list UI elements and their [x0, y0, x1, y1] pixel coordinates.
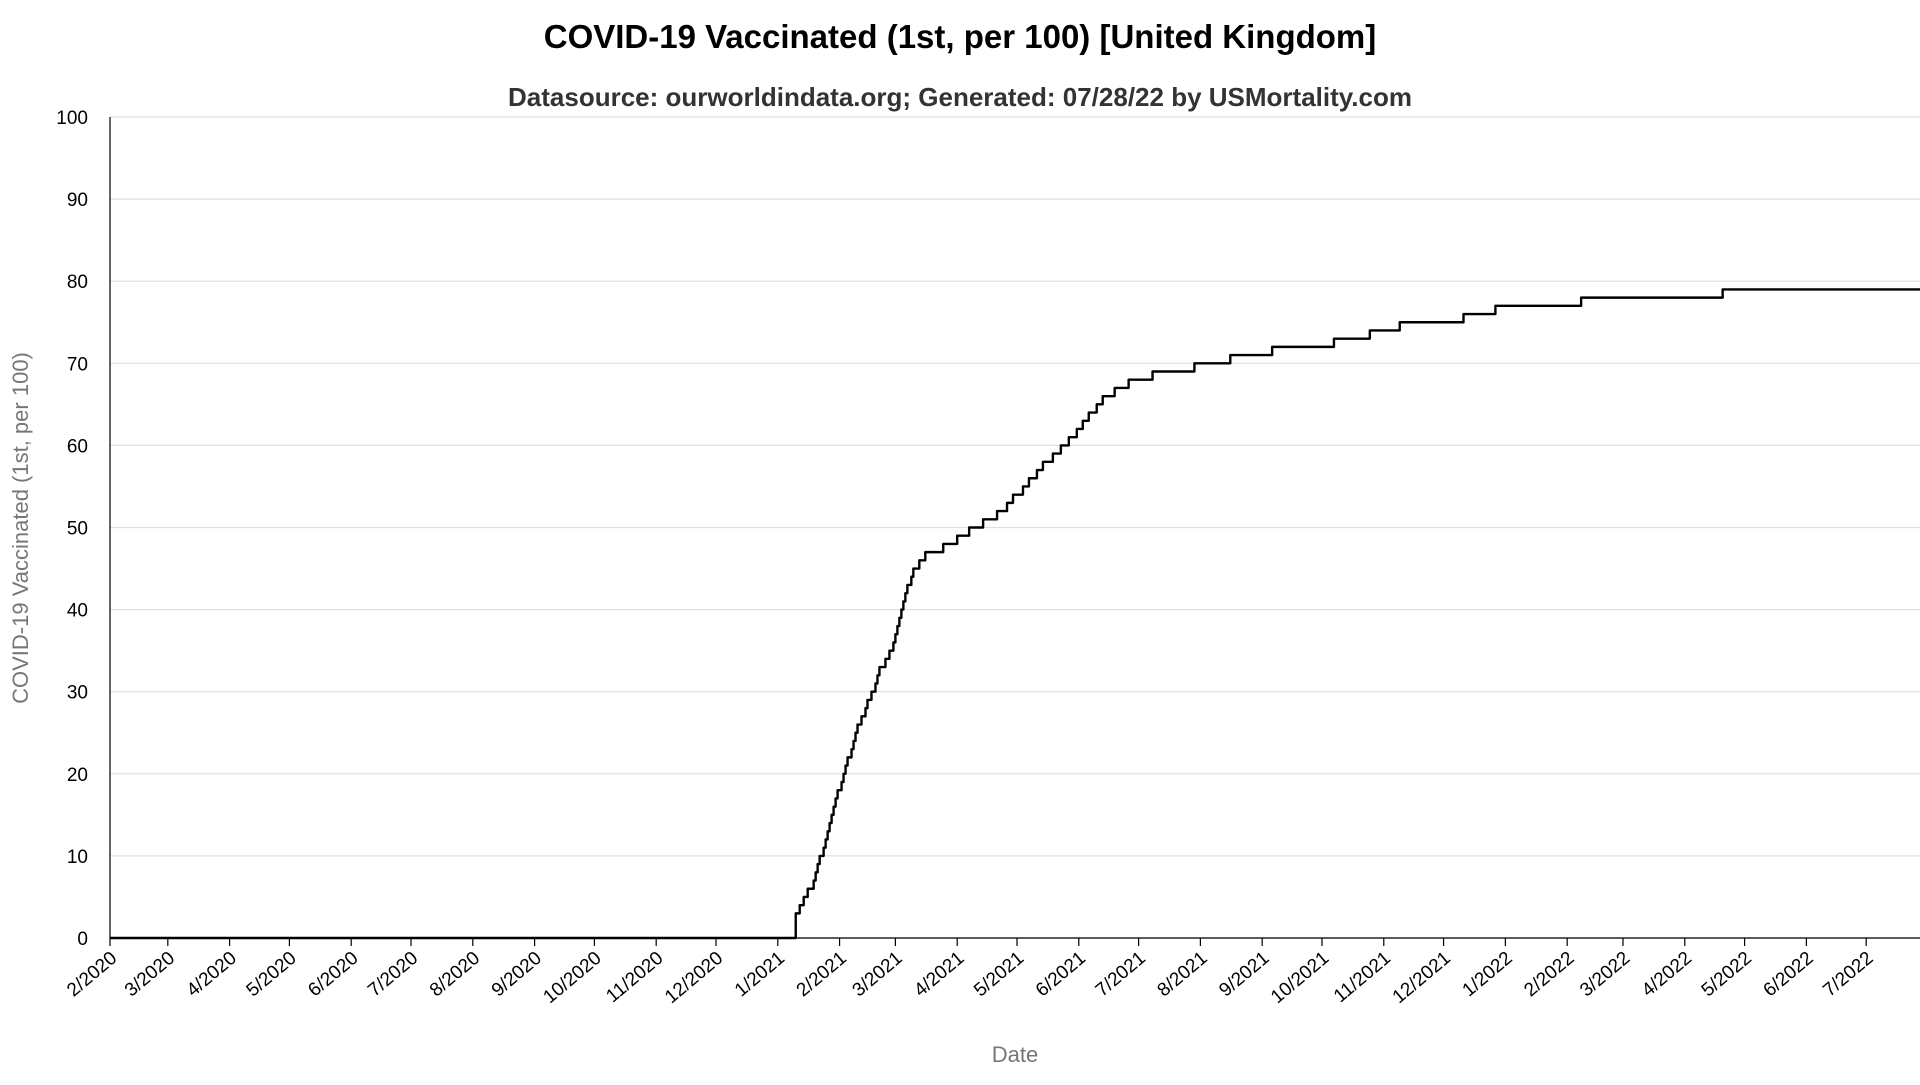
x-tick-label: 8/2021	[1154, 948, 1212, 1001]
y-tick-label: 50	[67, 519, 88, 540]
y-tick-label: 60	[67, 436, 88, 457]
x-tick-label: 9/2021	[1215, 948, 1273, 1001]
x-axis-label: Date	[992, 1042, 1038, 1067]
x-tick-label: 1/2022	[1459, 948, 1517, 1001]
y-tick-label: 100	[56, 108, 88, 129]
x-tick-label: 7/2022	[1819, 948, 1877, 1001]
x-tick-label: 4/2022	[1638, 948, 1696, 1001]
x-axis: 2/2020 3/2020 4/2020 5/2020 6/2020 7/2020 8/20…	[63, 937, 1920, 1008]
x-tick-label: 2/2021	[793, 948, 851, 1001]
x-tick-label: 5/2021	[970, 948, 1028, 1001]
y-tick-label: 0	[77, 929, 88, 950]
x-tick-label: 7/2021	[1092, 948, 1150, 1001]
y-tick-label: 70	[67, 354, 88, 375]
x-tick-label: 2/2022	[1520, 948, 1578, 1001]
x-tick-label: 4/2020	[183, 948, 241, 1001]
x-tick-label: 1/2021	[731, 948, 789, 1001]
chart-subtitle: Datasource: ourworldindata.org; Generate…	[508, 82, 1412, 112]
y-axis-label: COVID-19 Vaccinated (1st, per 100)	[8, 352, 33, 704]
y-tick-label: 30	[67, 683, 88, 704]
x-tick-label: 3/2021	[849, 948, 907, 1001]
y-tick-label: 80	[67, 272, 88, 293]
series-line-0	[110, 288, 1920, 940]
chart-title: COVID-19 Vaccinated (1st, per 100) [Unit…	[544, 18, 1377, 55]
x-tick-label: 9/2020	[488, 948, 546, 1001]
x-tick-label: 8/2020	[426, 948, 484, 1001]
x-tick-label: 5/2022	[1698, 948, 1756, 1001]
x-tick-label: 6/2022	[1760, 948, 1818, 1001]
x-tick-label: 3/2022	[1576, 948, 1634, 1001]
x-tick-label: 10/2021	[1267, 948, 1333, 1008]
x-tick-label: 3/2020	[121, 948, 179, 1001]
series-layer	[110, 288, 1920, 940]
x-tick-label: 12/2020	[661, 948, 727, 1008]
y-tick-label: 40	[67, 601, 88, 622]
x-tick-label: 6/2021	[1032, 948, 1090, 1001]
gridlines	[110, 116, 1920, 939]
x-tick-label: 11/2020	[602, 948, 667, 1007]
x-tick-label: 2/2020	[63, 948, 121, 1001]
y-tick-label: 10	[67, 847, 88, 868]
x-tick-label: 10/2020	[539, 948, 605, 1008]
x-tick-label: 12/2021	[1389, 948, 1455, 1008]
x-tick-label: 5/2020	[243, 948, 301, 1001]
y-axis: 0 10 20 30 40 50 60 70 80 90 100	[56, 108, 111, 950]
y-tick-label: 90	[67, 190, 88, 211]
x-tick-label: 7/2020	[364, 948, 422, 1001]
x-tick-label: 11/2021	[1330, 948, 1395, 1007]
x-tick-label: 4/2021	[910, 948, 968, 1001]
y-tick-label: 20	[67, 765, 88, 786]
x-tick-label: 6/2020	[304, 948, 362, 1001]
